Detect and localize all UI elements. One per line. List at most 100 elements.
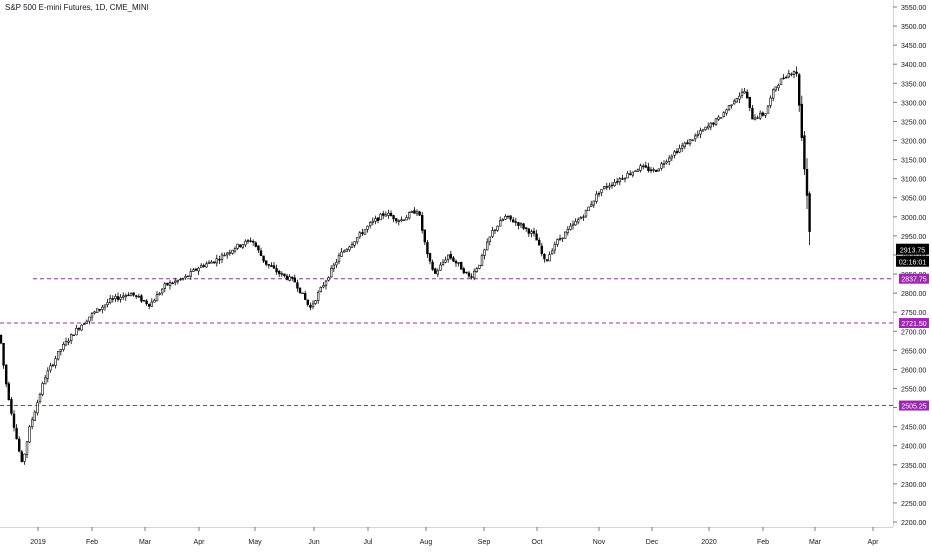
candle-body xyxy=(722,112,726,117)
candle-body xyxy=(696,133,700,136)
candle-body xyxy=(187,275,190,278)
candle-body xyxy=(701,129,705,132)
candle-body xyxy=(771,89,775,99)
candle-body xyxy=(38,394,42,403)
candle-body xyxy=(761,112,765,116)
candle-body xyxy=(446,254,450,260)
candle-body xyxy=(88,316,91,322)
level-price-tag xyxy=(899,318,929,329)
candle-body xyxy=(17,438,21,452)
candle-body xyxy=(64,341,68,346)
candle-body xyxy=(119,296,122,300)
level-price-label: 2505.25 xyxy=(901,404,926,411)
candle-body xyxy=(376,217,380,221)
candle-body xyxy=(353,241,356,246)
candle-body xyxy=(540,245,544,254)
candle-body xyxy=(262,255,265,262)
x-tick-label: Sep xyxy=(478,539,491,546)
candle-body xyxy=(392,215,395,220)
candle-body xyxy=(288,276,291,281)
candle-body xyxy=(316,292,320,301)
candle-body xyxy=(153,299,156,303)
candle-body xyxy=(314,300,317,304)
candle-body xyxy=(244,240,247,246)
x-tick-label: Feb xyxy=(86,539,98,546)
candle-body xyxy=(358,232,361,238)
candle-body xyxy=(566,228,570,233)
candle-body xyxy=(732,100,736,105)
candle-body xyxy=(335,262,338,266)
candle-body xyxy=(20,451,23,462)
candle-body xyxy=(483,249,486,256)
y-tick-label: 2400.00 xyxy=(901,444,926,451)
candle-body xyxy=(293,277,296,283)
candle-body xyxy=(387,212,390,216)
candle-body xyxy=(779,78,783,86)
candle-body xyxy=(56,351,60,360)
candle-body xyxy=(485,241,489,251)
candle-body xyxy=(626,173,629,179)
candle-body xyxy=(342,250,346,253)
candle-body xyxy=(189,271,192,277)
candle-body xyxy=(311,303,315,307)
candle-body xyxy=(116,296,120,300)
candle-body xyxy=(290,276,294,279)
candle-body xyxy=(337,255,341,262)
candle-body xyxy=(569,225,572,230)
candle-body xyxy=(197,267,200,272)
candle-body xyxy=(296,282,299,289)
candle-body xyxy=(457,262,460,264)
candle-body xyxy=(10,399,13,414)
candle-body xyxy=(277,270,281,275)
candle-body xyxy=(324,280,328,286)
candle-body xyxy=(41,383,44,395)
candle-body xyxy=(207,261,211,265)
candle-body xyxy=(600,189,603,193)
candle-body xyxy=(46,370,50,379)
candle-body xyxy=(605,186,609,188)
candle-body xyxy=(764,113,767,116)
candle-body xyxy=(478,264,481,269)
candle-body xyxy=(30,419,34,427)
candle-body xyxy=(712,122,715,125)
candle-body xyxy=(418,211,421,216)
candle-body xyxy=(574,221,577,226)
level-price-tag xyxy=(899,273,929,284)
candle-body xyxy=(548,254,551,262)
y-tick-label: 2250.00 xyxy=(901,501,926,508)
candle-body xyxy=(803,135,806,170)
candle-body xyxy=(75,328,78,336)
candle-body xyxy=(90,313,94,318)
x-tick-label: Oct xyxy=(532,539,543,546)
candle-body xyxy=(660,163,663,169)
candle-body xyxy=(174,280,177,283)
y-tick-label: 3400.00 xyxy=(901,62,926,69)
candle-body xyxy=(680,145,684,149)
candle-body xyxy=(766,105,770,114)
candle-body xyxy=(257,245,260,251)
candle-body xyxy=(93,311,96,314)
candle-body xyxy=(639,165,642,171)
candle-body xyxy=(436,270,439,275)
candle-body xyxy=(579,217,583,220)
candle-body xyxy=(688,139,692,144)
candle-body xyxy=(795,71,798,74)
candle-body xyxy=(774,86,778,91)
y-tick-label: 2600.00 xyxy=(901,367,926,374)
candle-body xyxy=(584,209,588,217)
candle-body xyxy=(254,242,257,247)
candle-body xyxy=(142,300,146,302)
candle-body xyxy=(43,377,47,385)
x-tick-label: 2020 xyxy=(701,539,717,546)
countdown-tag xyxy=(896,255,929,267)
candle-body xyxy=(381,213,385,216)
candle-body xyxy=(589,204,593,207)
candle-body xyxy=(132,292,135,296)
candle-body xyxy=(501,218,504,222)
candle-body xyxy=(0,334,3,344)
candle-body xyxy=(410,211,413,213)
candle-body xyxy=(231,249,234,254)
candle-body xyxy=(563,231,567,239)
